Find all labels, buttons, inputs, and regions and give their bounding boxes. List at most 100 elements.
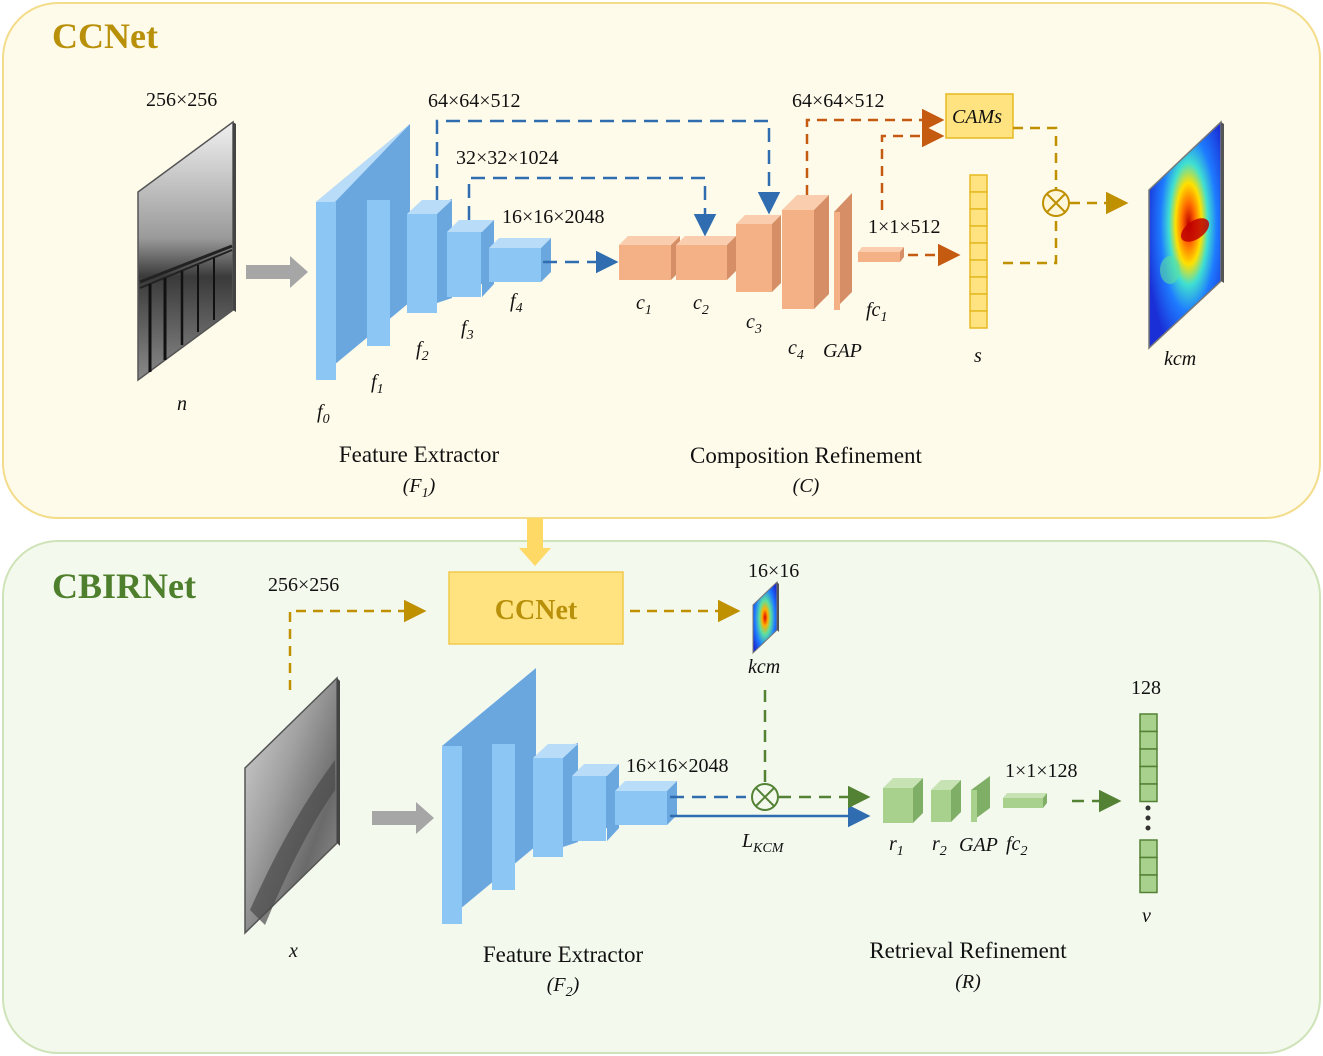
v-label: v [1142,905,1151,927]
ccnet-box-label: CCNet [495,595,578,626]
ccnet-input-image [137,120,236,382]
label-c2: c2 [693,292,709,318]
vector-cell [969,293,988,312]
cbir-kcm-label: kcm [748,656,780,678]
v-ellipsis [1145,805,1151,831]
block-r2 [931,780,961,822]
kcm-heatmap [1148,120,1224,350]
block-f3 [447,220,494,297]
fe1-caption: Feature Extractor [339,442,500,467]
block-f2 [407,199,452,313]
cams-box [945,93,1014,139]
fe1-symbol: (F1) [403,475,436,501]
label-f3: f3 [461,317,474,343]
vector-cell [969,259,988,278]
cbir-dim-f4: 16×16×2048 [626,755,729,777]
fe2-caption: Feature Extractor [483,942,644,967]
block-fc1 [858,247,904,262]
label-fc1: fc1 [866,299,887,325]
s-label: s [974,345,982,367]
cr-caption: Composition Refinement [690,443,923,468]
dim-fc1: 1×1×512 [868,216,941,238]
cbir-block-f2 [533,743,578,857]
label-f4: f4 [510,290,523,316]
flow-c4-cams [805,108,945,195]
vector-cell [969,174,988,193]
block-r-gap [971,776,990,822]
block-c1 [619,236,680,280]
vector-cell [1139,839,1158,859]
cbir-input-arrow [372,802,434,834]
dim-fc2: 1×1×128 [1005,760,1078,782]
flow-x-ccnet [288,599,427,690]
cbir-multiply-icon [751,783,779,811]
vector-cell [969,225,988,244]
cbir-input-image [244,676,340,935]
label-c3: c3 [746,311,762,337]
cams-label: CAMs [952,106,1002,128]
label-r1: r1 [889,833,904,859]
vector-cell [1139,874,1158,894]
cbir-kcm-size: 16×16 [748,560,799,582]
skip-f2-c3 [435,119,781,215]
ccnet-box [448,571,624,645]
cbirnet-title: CBIRNet [52,566,196,606]
label-f0: f0 [317,401,330,427]
dim-f3: 32×32×1024 [456,147,559,169]
vector-cell [1139,713,1158,733]
vector-cell [1139,765,1158,785]
vector-cell [1139,856,1158,876]
label-gap: GAP [823,340,862,362]
label-f1: f1 [371,371,384,397]
label-f2: f2 [416,338,429,364]
cbir-block-f3 [572,764,619,841]
dim-c4: 64×64×512 [792,90,885,112]
block-c2 [676,236,736,280]
block-gap [834,193,852,310]
panel-connector-arrow [519,518,551,566]
vector-cell [1139,783,1158,803]
block-f1 [367,176,390,346]
loss-label: LKCM [741,830,785,856]
block-c3 [736,215,781,292]
vector-cell [969,208,988,227]
rr-caption: Retrieval Refinement [869,938,1067,963]
vector-cell [969,276,988,295]
block-fc2 [1003,793,1047,808]
s-vector [969,174,988,329]
cr-symbol: (C) [793,475,820,497]
ccnet-input-arrow [246,256,308,288]
cbir-kcm-heatmap [752,580,779,655]
rr-symbol: (R) [955,971,981,993]
block-r1 [883,778,923,823]
vector-cell [1139,748,1158,768]
cbir-block-f1 [492,720,515,890]
out-size: 128 [1131,677,1161,699]
cbir-block-f4 [615,781,677,825]
cbir-input-label: x [288,940,298,962]
fe2-symbol: (F2) [547,974,580,1000]
vector-cell [969,191,988,210]
label-c4: c4 [788,337,804,363]
flow-gap-cams [880,124,945,210]
label-r-gap: GAP [959,834,998,856]
label-fc2: fc2 [1006,833,1027,859]
ccnet-input-label: n [177,393,187,415]
ccnet-title: CCNet [52,16,158,56]
v-vector [1139,713,1158,894]
cbir-input-size: 256×256 [268,574,339,596]
vector-cell [1139,730,1158,750]
ccnet-multiply-icon [1042,189,1070,217]
flow-s-mult [1003,216,1058,265]
block-c4 [782,195,829,309]
kcm-label: kcm [1164,348,1196,370]
label-r2: r2 [932,833,947,859]
vector-cell [969,310,988,329]
vector-cell [969,242,988,261]
flow-cams-mult [1013,126,1058,190]
dim-f4: 16×16×2048 [502,206,605,228]
label-c1: c1 [636,292,652,318]
skip-f3-c2 [467,176,717,237]
ccnet-input-size: 256×256 [146,89,217,111]
